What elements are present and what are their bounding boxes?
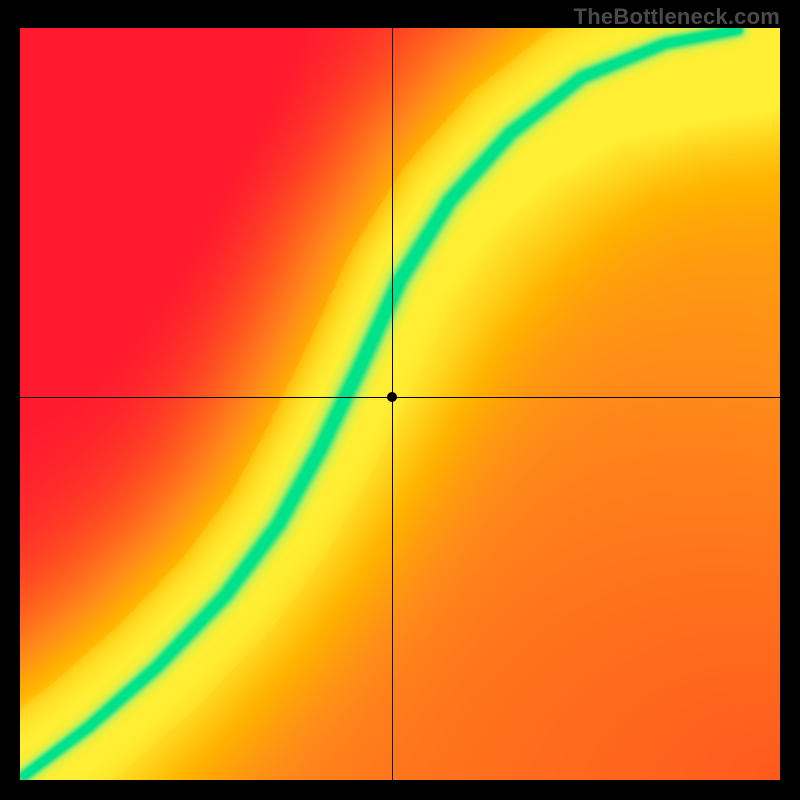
- watermark-text: TheBottleneck.com: [574, 4, 780, 30]
- marker-dot: [387, 392, 397, 402]
- crosshair-horizontal: [20, 397, 780, 398]
- crosshair-vertical: [392, 28, 393, 780]
- chart-frame: TheBottleneck.com: [0, 0, 800, 800]
- heatmap-canvas: [20, 28, 780, 780]
- plot-area: [20, 28, 780, 780]
